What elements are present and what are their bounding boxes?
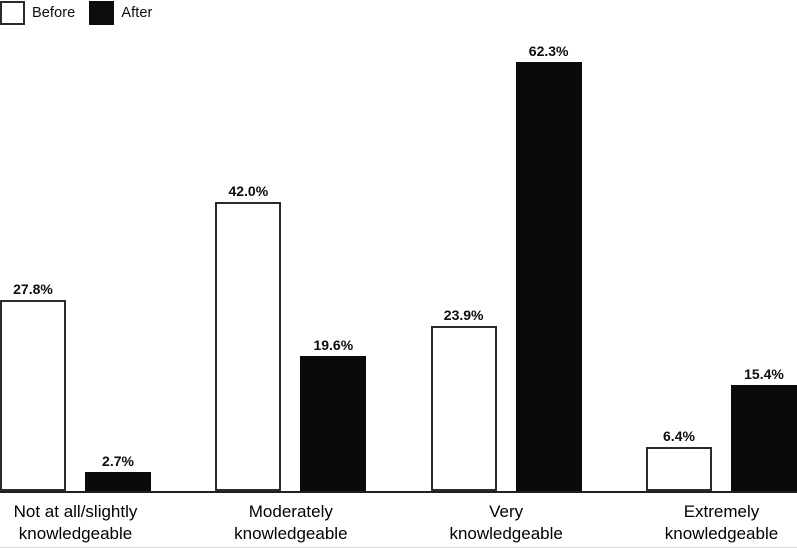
bar-slot-after: 2.7% — [85, 0, 151, 491]
bar-slot-before: 23.9% — [430, 0, 497, 491]
chart-legend: Before After — [0, 0, 152, 25]
bar-before — [0, 300, 66, 491]
category-label: Extremely knowledgeable — [664, 502, 779, 543]
bar-group: 42.0% 19.6% — [215, 0, 367, 491]
value-label: 27.8% — [13, 281, 53, 297]
bar-slot-before: 27.8% — [0, 0, 66, 491]
value-label: 6.4% — [663, 428, 695, 444]
value-label: 62.3% — [528, 43, 569, 59]
bar-after — [300, 356, 367, 491]
bar-after — [85, 472, 151, 491]
bar-slot-after: 62.3% — [515, 0, 582, 491]
value-label: 23.9% — [443, 307, 484, 323]
legend-label-before: Before — [32, 4, 76, 21]
value-label: 15.4% — [744, 366, 784, 382]
bar-slot-before: 6.4% — [645, 0, 712, 491]
value-label: 19.6% — [313, 337, 354, 353]
bar-after — [730, 385, 797, 491]
value-label: 42.0% — [228, 183, 269, 199]
bar-group: 27.8% 2.7% — [0, 0, 151, 491]
bar-group: 6.4% 15.4% — [645, 0, 797, 491]
category-label: Moderately knowledgeable — [234, 502, 348, 543]
category-label: Not at all/slightly knowledgeable — [13, 502, 138, 543]
bar-group: 23.9% 62.3% — [430, 0, 582, 491]
value-label: 2.7% — [102, 453, 134, 469]
legend-label-after: After — [121, 4, 153, 21]
category-labels: Not at all/slightly knowledgeable Moderat… — [0, 501, 797, 544]
plot-area: 27.8% 2.7% 42.0% 19.6% 23.9% 62.3% 6.4% 15.4% — [0, 0, 797, 491]
category-label: Very knowledgeable — [449, 502, 563, 543]
legend-swatch-before-icon — [0, 0, 25, 25]
bar-before — [430, 326, 497, 491]
x-axis-line — [0, 491, 797, 493]
bar-slot-after: 15.4% — [730, 0, 797, 491]
bar-slot-before: 42.0% — [215, 0, 282, 491]
legend-swatch-after-icon — [89, 0, 115, 25]
bar-before — [215, 202, 282, 491]
bar-slot-after: 19.6% — [300, 0, 367, 491]
bar-before — [645, 447, 712, 491]
bar-after — [515, 62, 582, 491]
